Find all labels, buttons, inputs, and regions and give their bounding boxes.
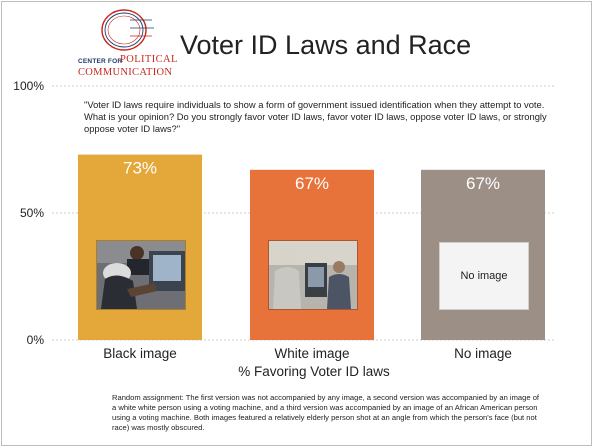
category-label: White image bbox=[274, 346, 349, 361]
data-labels: 73% 67% 67% bbox=[123, 159, 500, 193]
data-label: 67% bbox=[295, 174, 329, 193]
data-label: 73% bbox=[123, 159, 157, 178]
y-tick-label: 50% bbox=[20, 206, 44, 220]
footnote: Random assignment: The first version was… bbox=[112, 393, 540, 432]
y-tick-label: 100% bbox=[13, 79, 44, 93]
data-label: 67% bbox=[466, 174, 500, 193]
category-labels: Black image White image No image bbox=[103, 346, 512, 361]
seal-icon bbox=[101, 9, 154, 51]
y-tick-label: 0% bbox=[27, 333, 45, 347]
page-title: Voter ID Laws and Race bbox=[180, 30, 472, 60]
survey-question: "Voter ID laws require individuals to sh… bbox=[84, 99, 547, 134]
logo-communication: COMMUNICATION bbox=[78, 67, 173, 78]
black-voter-photo bbox=[96, 240, 186, 310]
no-image-label: No image bbox=[460, 270, 508, 282]
logo-center-for: CENTER FOR bbox=[78, 58, 123, 65]
y-axis-ticks: 0% 50% 100% bbox=[13, 79, 44, 347]
category-label: No image bbox=[454, 346, 512, 361]
category-label: Black image bbox=[103, 346, 177, 361]
x-axis-label: % Favoring Voter ID laws bbox=[238, 364, 390, 379]
white-voter-photo bbox=[268, 240, 358, 310]
logo-political: POLITICAL bbox=[120, 54, 178, 65]
university-logo: CENTER FOR POLITICAL COMMUNICATION bbox=[78, 8, 177, 84]
no-image-placeholder: No image bbox=[439, 242, 529, 310]
